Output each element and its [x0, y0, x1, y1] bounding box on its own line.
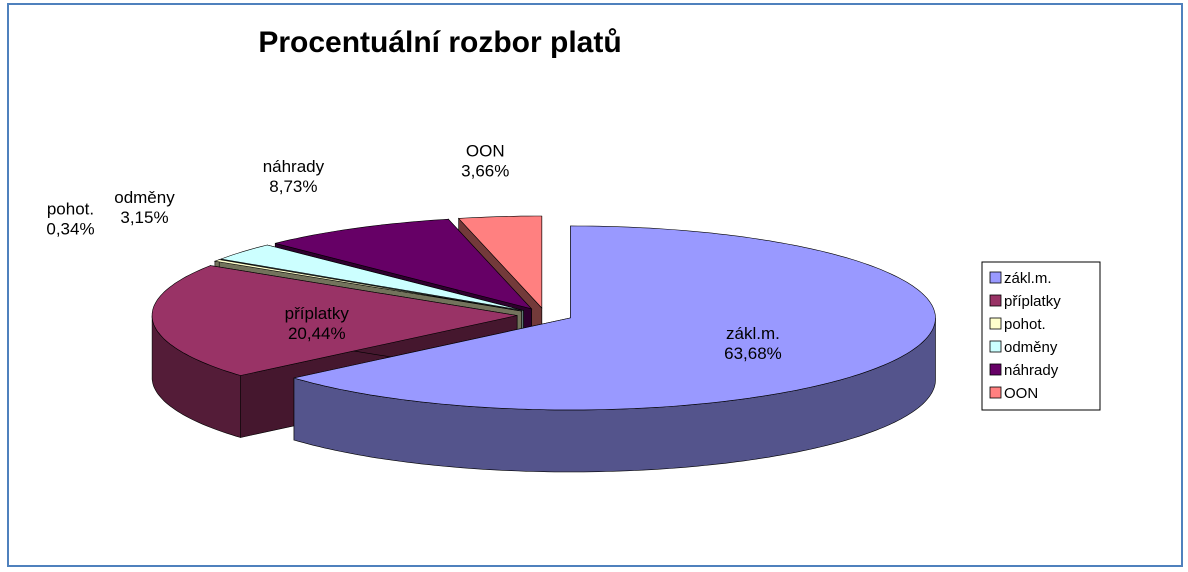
- data-label-value: 3,66%: [461, 162, 509, 181]
- chart-title: Procentuální rozbor platů: [258, 26, 621, 59]
- data-label: náhrady 8,73%: [263, 157, 325, 196]
- data-label-name: pohot.: [47, 200, 94, 219]
- legend-box: [981, 261, 1101, 411]
- data-label-name: odměny: [114, 188, 175, 207]
- data-label: pohot. 0,34%: [46, 200, 94, 239]
- data-label-name: OON: [466, 142, 505, 161]
- data-label-value: 0,34%: [46, 220, 94, 239]
- slice-top: [293, 225, 936, 411]
- data-label-name: náhrady: [263, 157, 325, 176]
- legend-swatch: [989, 294, 1002, 307]
- data-label: OON 3,66%: [461, 142, 509, 181]
- data-label-value: 20,44%: [288, 324, 346, 343]
- slice-top: [275, 218, 533, 310]
- slice-top: [151, 265, 518, 376]
- legend: zákl.m. příplatky pohot. odměny náhrady OON: [989, 270, 1061, 402]
- data-label-value: 63,68%: [724, 344, 782, 363]
- data-label: odměny 3,15%: [114, 188, 175, 227]
- data-label-name: zákl.m.: [726, 324, 780, 343]
- slice-top: [219, 244, 524, 311]
- legend-label: zákl.m.: [1004, 270, 1052, 287]
- slice-top: [457, 215, 543, 309]
- legend-label: příplatky: [1004, 293, 1061, 310]
- slice: [293, 225, 936, 473]
- legend-label: odměny: [1004, 339, 1058, 356]
- data-label: příplatky 20,44%: [285, 304, 350, 343]
- data-label: zákl.m. 63,68%: [724, 324, 782, 363]
- data-label-name: příplatky: [285, 304, 350, 323]
- legend-label: OON: [1004, 385, 1038, 402]
- legend-swatch: [989, 271, 1002, 284]
- data-label-value: 3,15%: [120, 208, 168, 227]
- legend-swatch: [989, 386, 1002, 399]
- legend-label: pohot.: [1004, 316, 1046, 333]
- legend-swatch: [989, 363, 1002, 376]
- legend-label: náhrady: [1004, 362, 1059, 379]
- data-label-value: 8,73%: [269, 177, 317, 196]
- legend-swatch: [989, 340, 1002, 353]
- slice-top: [213, 259, 522, 312]
- legend-swatch: [989, 317, 1002, 330]
